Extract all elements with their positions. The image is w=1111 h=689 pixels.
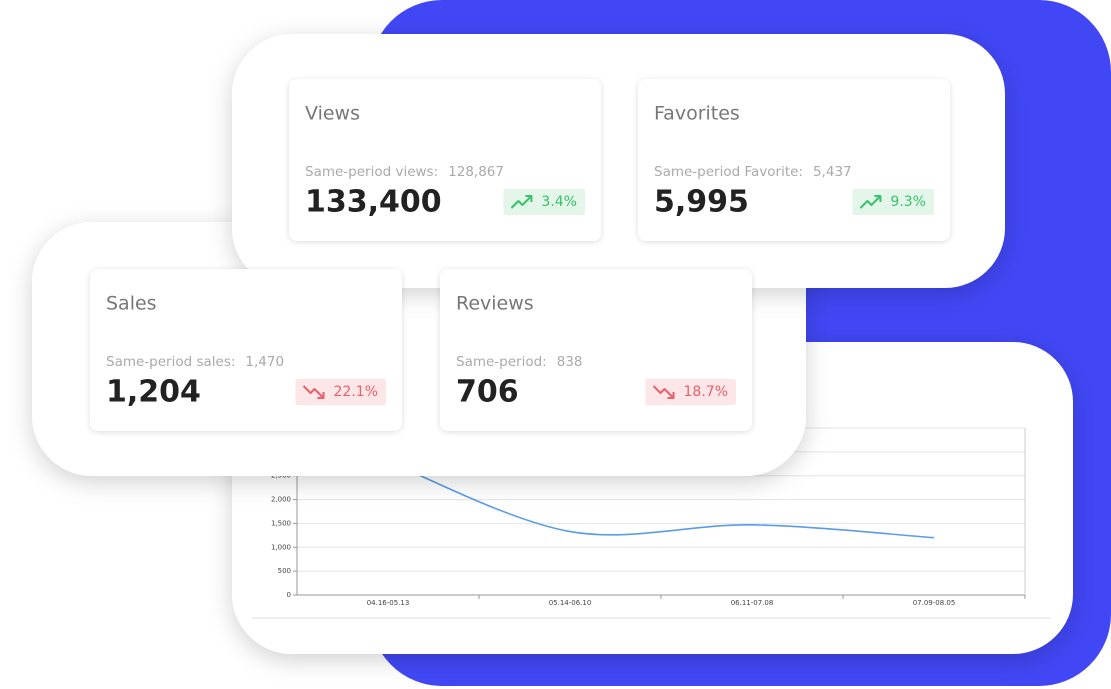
change-value: 22.1% bbox=[334, 384, 378, 400]
y-tick-label: 1,500 bbox=[271, 519, 291, 527]
trend-icon bbox=[302, 385, 325, 399]
compare-value: 838 bbox=[557, 354, 583, 370]
compare-label: Same-period views: bbox=[305, 164, 438, 180]
compare-line: Same-period views: 128,867 bbox=[305, 164, 504, 180]
card-value: 133,400 bbox=[305, 185, 442, 220]
compare-label: Same-period Favorite: bbox=[654, 164, 803, 180]
stat-cards: Views Same-period views: 128,867 133,400 3.4… bbox=[90, 79, 950, 431]
stat-card: Sales Same-period sales: 1,470 1,204 22.1% bbox=[90, 269, 402, 431]
stat-card: Reviews Same-period: 838 706 18.7% bbox=[440, 269, 752, 431]
compare-line: Same-period sales: 1,470 bbox=[106, 354, 284, 370]
trend-icon bbox=[510, 195, 533, 209]
change-badge bbox=[852, 189, 934, 215]
line-series bbox=[387, 460, 935, 539]
trend-icon bbox=[859, 195, 882, 209]
y-tick-label: 500 bbox=[278, 567, 291, 575]
card-title: Views bbox=[305, 103, 360, 125]
y-tick-label: 2,000 bbox=[271, 496, 291, 504]
compare-line: Same-period: 838 bbox=[456, 354, 583, 370]
compare-value: 5,437 bbox=[813, 164, 852, 180]
card-value: 706 bbox=[456, 375, 519, 410]
x-tick-label: 05.14-06.10 bbox=[549, 599, 592, 607]
change-badge bbox=[503, 189, 585, 215]
y-tick-label: 1,000 bbox=[271, 543, 291, 551]
x-tick-label: 07.09-08.05 bbox=[913, 599, 956, 607]
change-value: 18.7% bbox=[684, 384, 728, 400]
change-value: 9.3% bbox=[890, 194, 926, 210]
x-tick-label: 04.16-05.13 bbox=[367, 599, 410, 607]
card-title: Favorites bbox=[654, 103, 740, 125]
compare-value: 1,470 bbox=[245, 354, 284, 370]
compare-line: Same-period Favorite: 5,437 bbox=[654, 164, 852, 180]
stat-card: Views Same-period views: 128,867 133,400 3.4… bbox=[289, 79, 601, 241]
compare-label: Same-period sales: bbox=[106, 354, 235, 370]
compare-value: 128,867 bbox=[448, 164, 504, 180]
trend-icon bbox=[652, 385, 675, 399]
card-value: 1,204 bbox=[106, 375, 201, 410]
stat-card: Favorites Same-period Favorite: 5,437 5,995… bbox=[638, 79, 950, 241]
change-value: 3.4% bbox=[541, 194, 577, 210]
card-title: Reviews bbox=[456, 293, 534, 315]
card-value: 5,995 bbox=[654, 185, 749, 220]
x-tick-label: 06.11-07.08 bbox=[731, 599, 774, 607]
y-tick-label: 0 bbox=[287, 591, 291, 599]
card-title: Sales bbox=[106, 293, 157, 315]
compare-label: Same-period: bbox=[456, 354, 547, 370]
